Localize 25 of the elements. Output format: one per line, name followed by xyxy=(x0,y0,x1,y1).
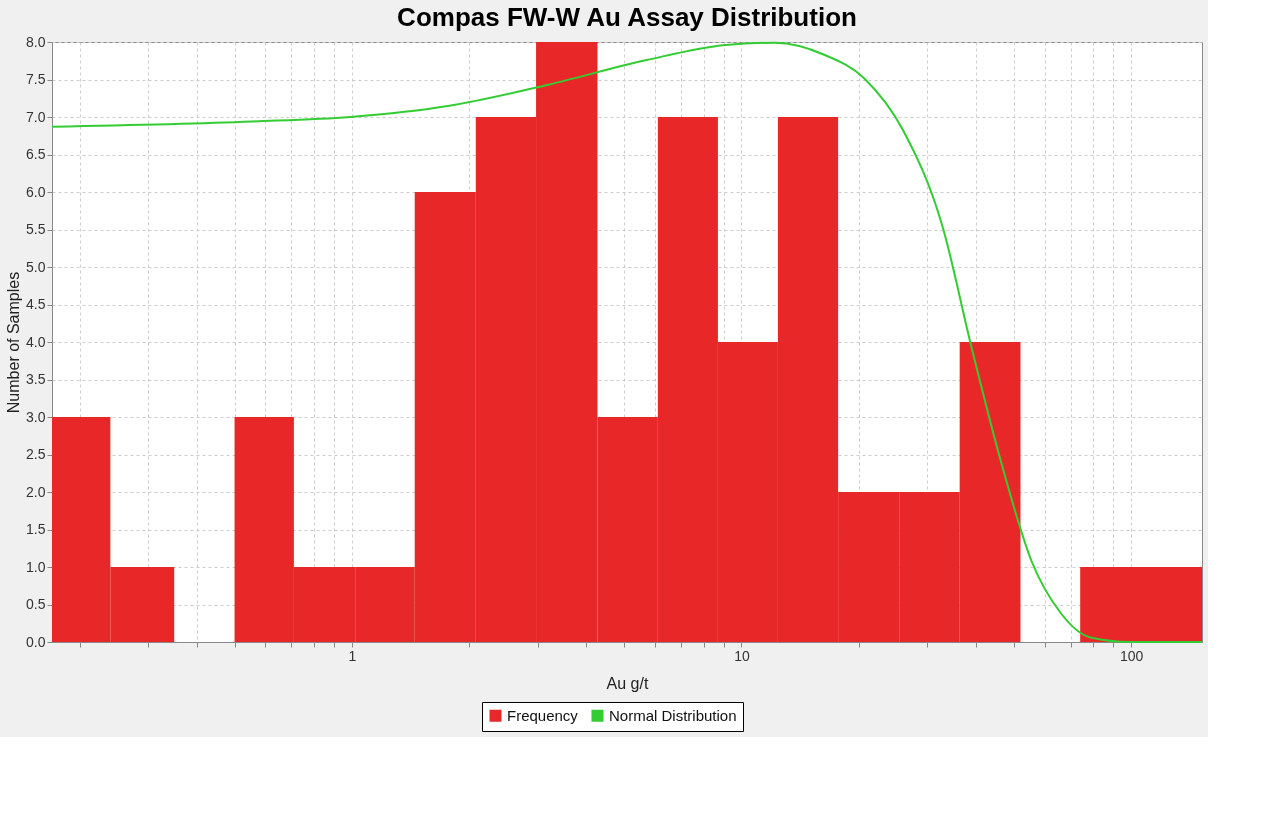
y-tick-label: 3.5 xyxy=(26,371,46,387)
y-tick-label: 6.5 xyxy=(26,146,46,162)
legend-label: Frequency xyxy=(507,706,579,724)
chart-title: Compas FW-W Au Assay Distribution xyxy=(397,2,857,32)
y-tick-label: 5.5 xyxy=(26,221,46,237)
x-axis-title: Au g/t xyxy=(606,674,649,692)
y-tick-label: 7.5 xyxy=(26,71,46,87)
x-tick-label: 100 xyxy=(1119,647,1144,664)
x-tick-label: 10 xyxy=(734,647,750,664)
x-tick-label: 1 xyxy=(348,647,357,664)
y-tick-label: 0.5 xyxy=(26,596,46,612)
y-tick-label: 6.0 xyxy=(26,183,46,200)
y-tick-label: 8.0 xyxy=(26,33,46,50)
y-tick-label: 7.0 xyxy=(26,108,46,125)
y-tick-label: 1.5 xyxy=(26,521,46,537)
y-axis-title: Number of Samples xyxy=(5,271,23,414)
legend-label: Normal Distribution xyxy=(609,706,737,724)
y-tick-label: 4.5 xyxy=(26,296,46,312)
y-tick-label: 1.0 xyxy=(26,558,46,575)
y-tick-label: 4.0 xyxy=(26,333,46,350)
y-tick-label: 3.0 xyxy=(26,408,46,425)
y-tick-label: 2.5 xyxy=(26,446,46,462)
y-tick-label: 2.0 xyxy=(26,483,46,500)
y-tick-label: 0.0 xyxy=(26,633,46,650)
y-tick-label: 5.0 xyxy=(26,258,46,275)
